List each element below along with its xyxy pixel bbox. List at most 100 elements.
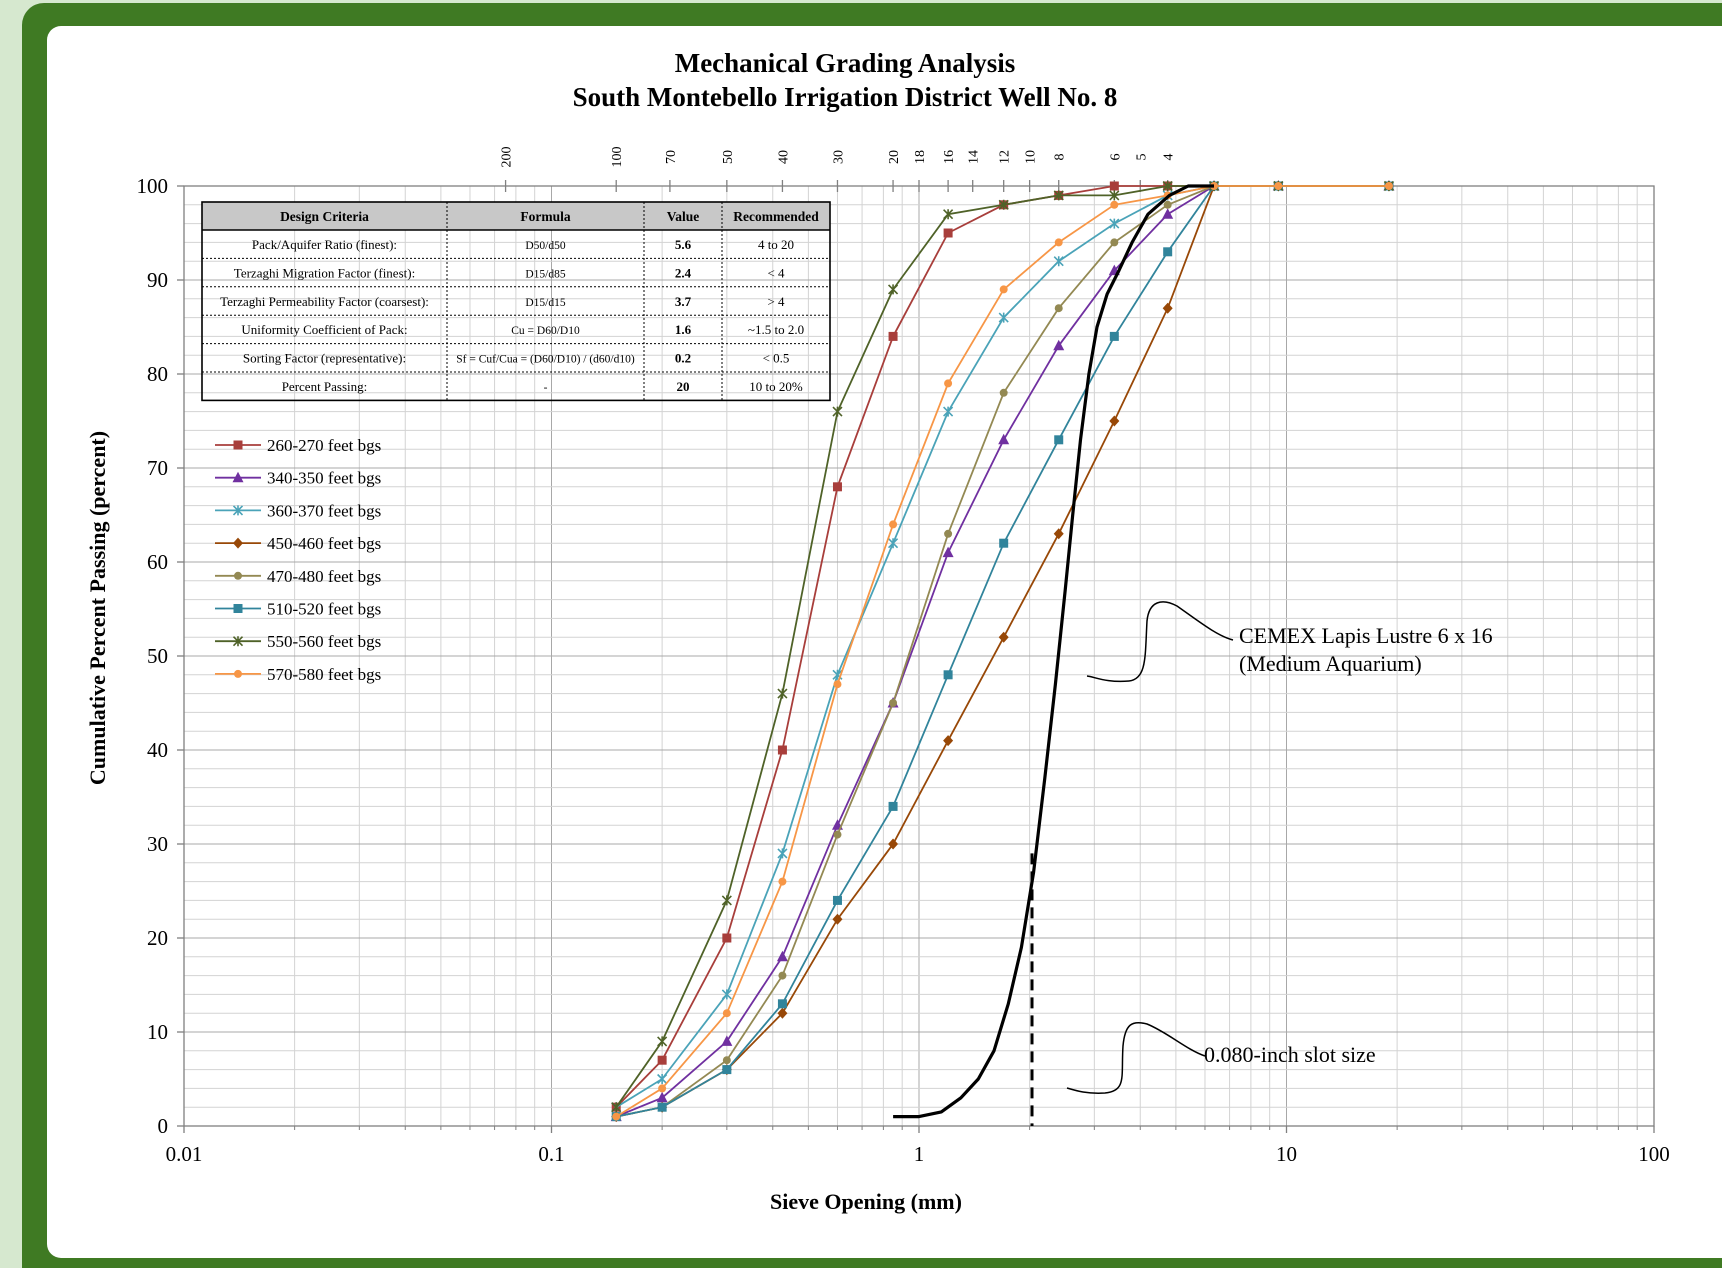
legend-label: 570-580 feet bgs [267,665,381,684]
legend-item: 550-560 feet bgs [215,632,381,651]
sieve-number-label: 30 [831,150,846,164]
slot-size-callout-line [1066,1021,1206,1094]
marker-circle [1210,182,1219,190]
marker-x [777,848,788,859]
y-tick-label: 40 [147,738,168,762]
marker-x [721,989,732,1000]
marker-circle [833,680,842,689]
marker-triangle [1053,339,1065,351]
design-criteria-table: Design Criteria Formula Value Recommended Pa… [201,201,831,402]
chart-subtitle: South Montebello Irrigation District Wel… [573,82,1118,112]
series-layer [610,180,1395,1126]
x-tick-label: 1 [914,1142,925,1166]
chart-panel: 0 10 20 30 40 50 60 70 80 90 100 0.01 0.1 1 10 100 200 10… [47,26,1722,1258]
table-cell: ~1.5 to 2.0 [748,322,804,337]
y-tick-label: 90 [147,268,168,292]
sieve-number-label: 100 [610,147,625,168]
table-cell: 20 [677,379,690,394]
marker-square [888,801,898,811]
series-line [616,185,1389,1118]
legend-label: 450-460 feet bgs [267,534,381,553]
x-axis-label: Sieve Opening (mm) [770,1189,962,1214]
marker-circle [234,571,242,580]
marker-diamond [943,735,954,747]
marker-square [233,440,243,450]
marker-circle [889,520,898,529]
table-header-cell: Recommended [733,209,819,224]
marker-x [721,895,732,906]
marker-x [943,406,954,417]
marker-x [1109,190,1120,201]
table-cell: < 4 [767,265,785,280]
table-cell: 3.7 [675,294,692,309]
marker-x [943,209,954,220]
filter-pack-label-line1: CEMEX Lapis Lustre 6 x 16 [1239,623,1493,648]
marker-diamond [832,913,843,925]
marker-square [888,331,898,341]
marker-triangle [776,950,788,962]
sieve-number-label: 10 [1024,150,1039,164]
legend-item: 570-580 feet bgs [215,665,381,684]
x-tick-label: 100 [1638,1142,1670,1166]
table-header-cell: Value [667,209,700,224]
marker-circle [722,1009,731,1018]
marker-triangle [232,471,244,483]
marker-circle [1384,182,1393,190]
legend-label: 510-520 feet bgs [267,600,381,619]
sieve-number-label: 4 [1162,154,1177,161]
marker-square [722,1065,732,1075]
marker-square [233,604,243,613]
table-cell: 10 to 20% [749,379,803,394]
sieve-number-label: 70 [664,150,679,164]
x-tick-label: 0.1 [538,1142,564,1166]
marker-square [657,1055,667,1065]
marker-x [232,636,244,647]
marker-circle [1163,200,1172,209]
sieve-number-label: 14 [967,150,982,164]
table-header-cell: Formula [520,209,570,224]
y-tick-label: 20 [147,926,168,950]
annotations: CEMEX Lapis Lustre 6 x 16 (Medium Aquari… [1066,601,1493,1094]
marker-x [1162,180,1173,192]
marker-x [777,688,788,699]
marker-circle [1274,182,1283,190]
table-cell: Cu = D60/D10 [511,325,580,337]
marker-diamond [1109,415,1120,427]
marker-square [1109,331,1119,341]
marker-diamond [888,838,899,850]
table-border [201,201,831,402]
marker-circle [722,1056,731,1065]
x-tick-label: 10 [1276,1142,1297,1166]
marker-square [722,933,732,943]
marker-diamond [998,631,1009,643]
marker-circle [1110,200,1119,209]
table-cell: 4 to 20 [758,237,794,252]
y-tick-label: 50 [147,644,168,668]
marker-circle [658,1084,667,1093]
table-cell: Percent Passing: [282,379,368,394]
marker-triangle [721,1035,733,1046]
marker-x [998,199,1009,210]
table-cell: 1.6 [675,322,692,337]
marker-diamond [1162,302,1173,314]
marker-triangle [1162,208,1174,219]
marker-diamond [777,1007,788,1019]
table-cell: Pack/Aquifer Ratio (finest): [252,237,397,252]
y-tick-label: 0 [158,1114,169,1138]
marker-x [1109,218,1120,229]
marker-triangle [998,433,1010,445]
marker-square [943,228,953,238]
sieve-number-label: 16 [942,150,957,164]
marker-square [657,1102,667,1112]
table-cell: - [544,382,548,394]
table-cell: < 0.5 [763,351,790,366]
x-tick-label: 0.01 [166,1142,203,1166]
table-cell: D50/d50 [525,240,566,252]
marker-x [657,1073,668,1085]
marker-square [1054,435,1064,445]
legend-label: 340-350 feet bgs [267,469,381,488]
legend-label: 360-370 feet bgs [267,501,381,520]
marker-diamond [1053,528,1064,540]
table-cell: Terzaghi Permeability Factor (coarsest): [220,294,429,309]
legend-item: 470-480 feet bgs [215,567,381,586]
